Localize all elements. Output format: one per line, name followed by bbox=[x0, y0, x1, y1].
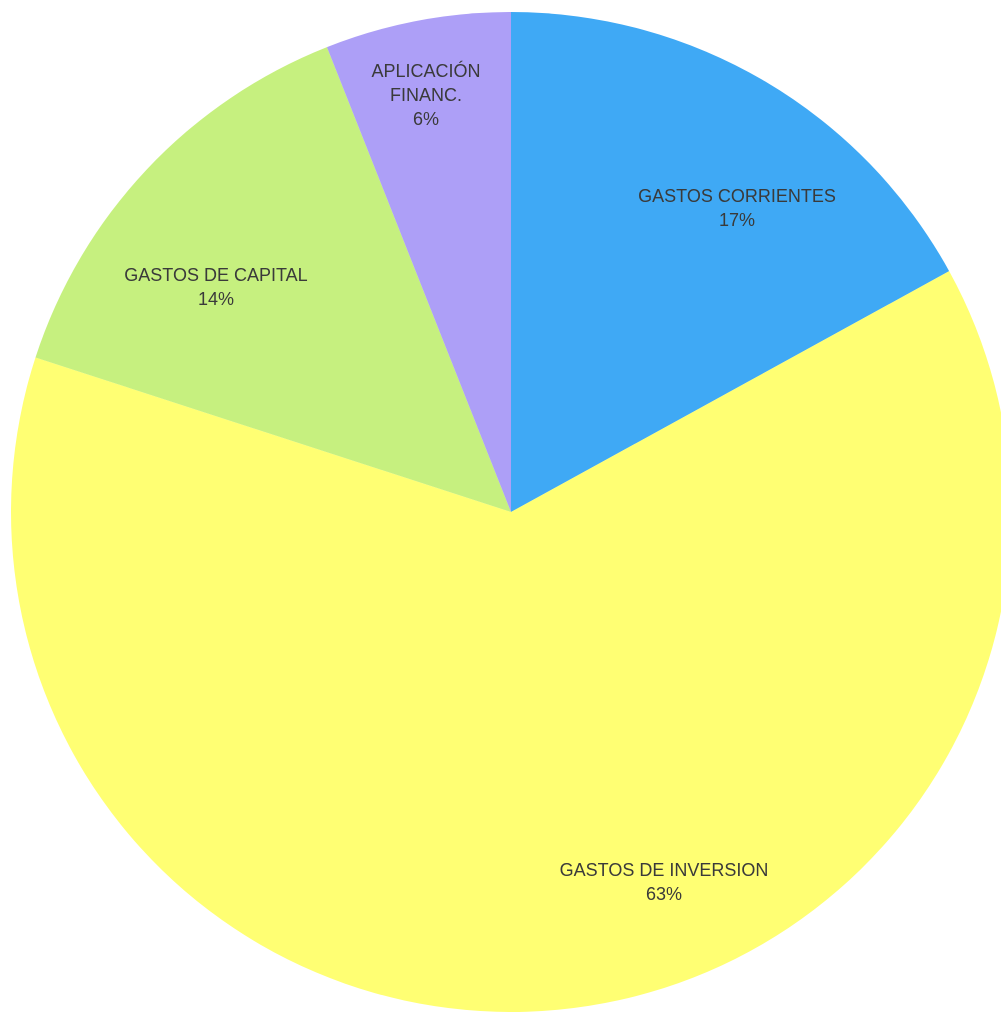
slice-category: FINANC. bbox=[390, 85, 462, 105]
pie-labels: GASTOS CORRIENTES 17% GASTOS DE INVERSION 6… bbox=[124, 60, 836, 904]
slice-category: APLICACIÓN bbox=[371, 60, 480, 81]
slice-label-gastos-corrientes: GASTOS CORRIENTES 17% bbox=[638, 186, 836, 230]
slice-percent: 17% bbox=[719, 210, 755, 230]
slice-percent: 6% bbox=[413, 109, 439, 129]
slice-percent: 63% bbox=[646, 884, 682, 904]
slice-category: GASTOS CORRIENTES bbox=[638, 186, 836, 206]
slice-category: GASTOS DE INVERSION bbox=[560, 860, 769, 880]
pie-slice-aplicacion-financ bbox=[326, 12, 511, 512]
pie-slice-gastos-de-capital bbox=[35, 47, 511, 512]
slice-category: GASTOS DE CAPITAL bbox=[124, 265, 307, 285]
slice-percent: 14% bbox=[198, 289, 234, 309]
slice-label-gastos-de-capital: GASTOS DE CAPITAL 14% bbox=[124, 265, 307, 309]
pie-slice-gastos-de-inversion bbox=[11, 271, 1001, 1012]
slice-label-gastos-de-inversion: GASTOS DE INVERSION 63% bbox=[560, 860, 769, 904]
pie-slice-gastos-corrientes bbox=[511, 12, 950, 512]
pie-slices bbox=[11, 12, 1001, 1012]
slice-label-aplicacion-financ: APLICACIÓN FINANC. 6% bbox=[371, 60, 480, 129]
